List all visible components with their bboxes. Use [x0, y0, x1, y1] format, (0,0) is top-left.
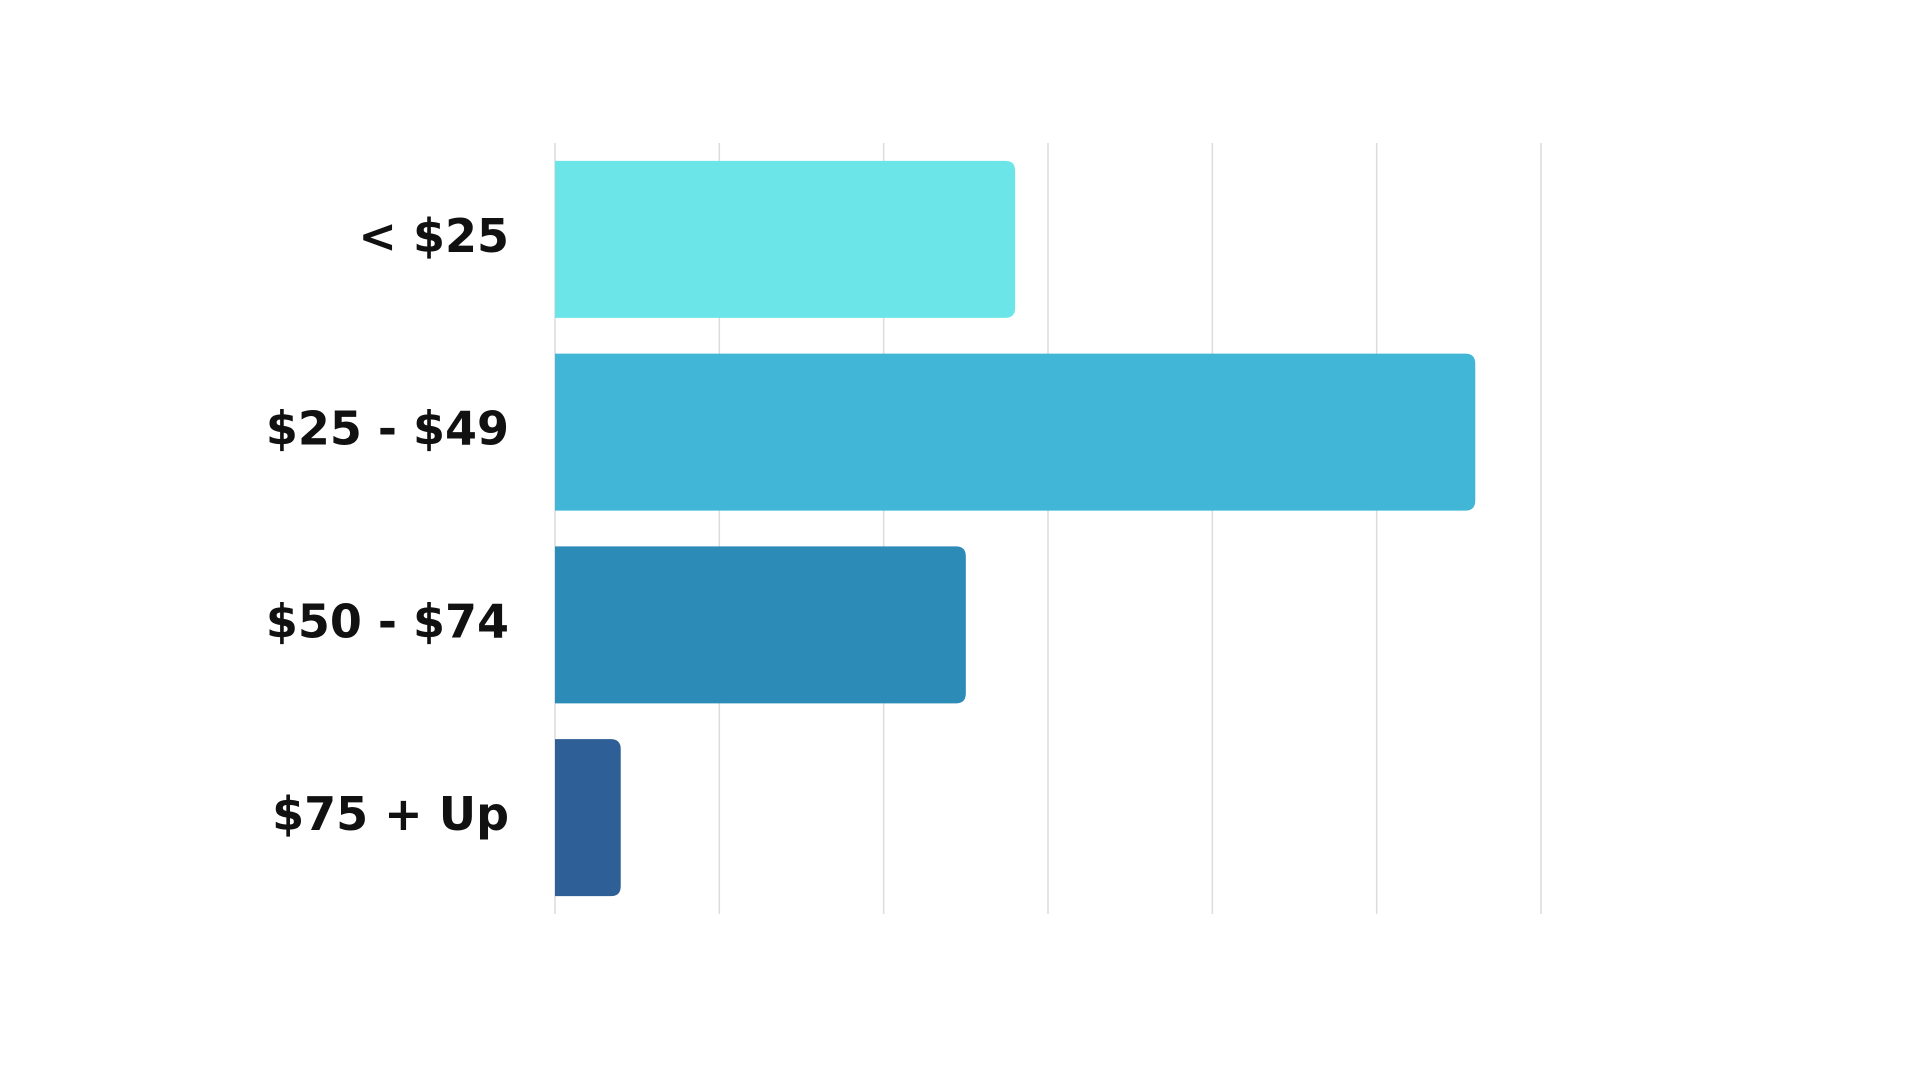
bar: [555, 739, 621, 897]
y-tick-label: < $25: [358, 209, 509, 263]
y-tick-label: $75 + Up: [272, 787, 509, 841]
bar: [555, 546, 966, 704]
y-tick-label: $25 - $49: [266, 402, 509, 456]
bar: [555, 353, 1476, 511]
y-tick-label: $50 - $74: [266, 594, 509, 648]
bar: [555, 160, 1016, 318]
